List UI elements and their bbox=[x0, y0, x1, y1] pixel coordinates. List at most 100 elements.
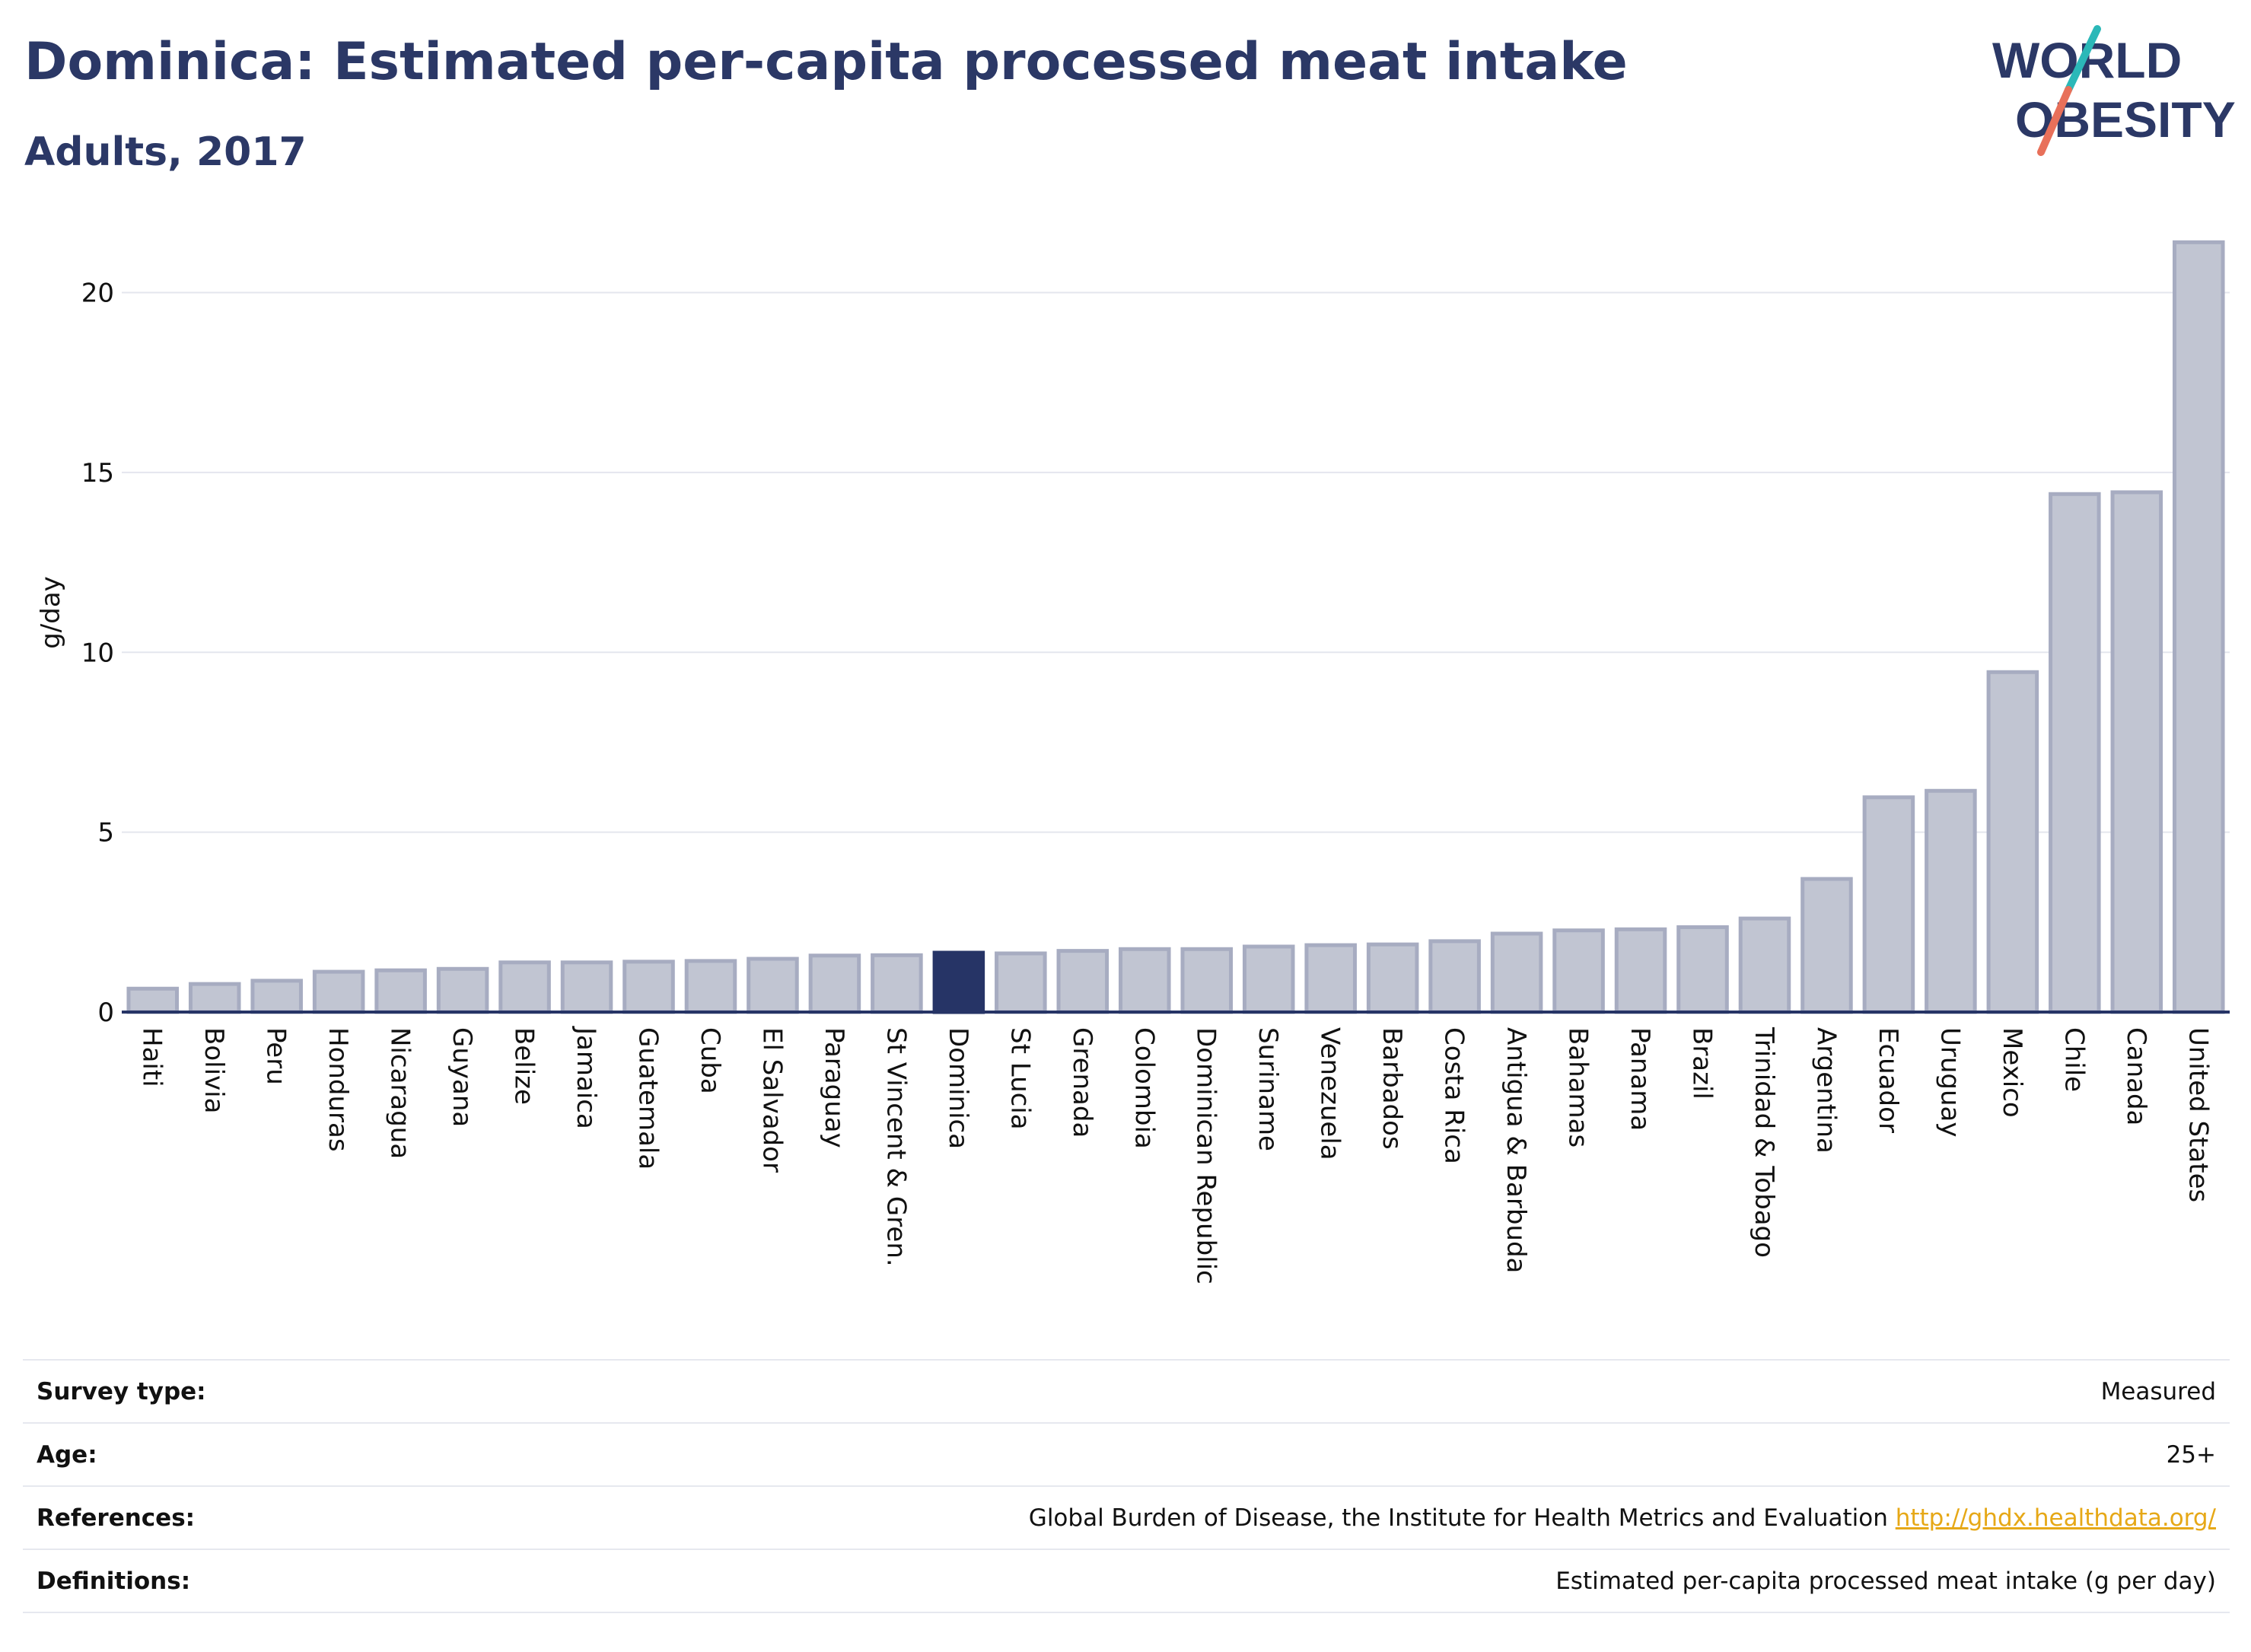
bar bbox=[747, 957, 799, 1014]
x-tick-label: Bahamas bbox=[1563, 1027, 1594, 1147]
info-table: Survey type: Measured Age: 25+ Reference… bbox=[23, 1359, 2230, 1613]
info-value: Measured bbox=[2100, 1377, 2216, 1405]
x-tick-label: Ecuador bbox=[1873, 1027, 1903, 1133]
bar bbox=[1428, 939, 1481, 1014]
x-tick-label: Belize bbox=[509, 1027, 540, 1105]
x-tick-label: Honduras bbox=[323, 1027, 353, 1152]
y-tick-label: 5 bbox=[97, 818, 114, 848]
x-tick-label: Guyana bbox=[447, 1027, 477, 1127]
bar bbox=[1614, 927, 1667, 1014]
bar-chart: 0 5 10 15 20 Haiti Bolivia Peru Honduras Nicarag… bbox=[36, 240, 2230, 1284]
y-tick-label: 10 bbox=[81, 638, 114, 668]
bar bbox=[1242, 944, 1295, 1014]
x-tick-label: Brazil bbox=[1687, 1027, 1718, 1100]
x-tick-label: Argentina bbox=[1810, 1027, 1841, 1154]
bar bbox=[1862, 795, 1915, 1014]
bar bbox=[1118, 947, 1171, 1014]
x-tick-label: Uruguay bbox=[1934, 1027, 1965, 1138]
bar bbox=[560, 960, 613, 1014]
bar bbox=[995, 951, 1047, 1014]
info-value: 25+ bbox=[2166, 1440, 2216, 1469]
x-tick-label: Suriname bbox=[1253, 1027, 1283, 1151]
info-value: Estimated per-capita processed meat inta… bbox=[1555, 1567, 2216, 1595]
bar bbox=[1676, 925, 1729, 1014]
bar bbox=[622, 960, 675, 1014]
y-tick-labels: 0 5 10 15 20 bbox=[81, 279, 114, 1028]
x-tick-labels: Haiti Bolivia Peru Honduras Nicaragua Guyana B… bbox=[137, 1026, 2214, 1284]
bars bbox=[126, 240, 2225, 1014]
x-tick-label: Grenada bbox=[1067, 1027, 1097, 1138]
bar bbox=[1986, 670, 2039, 1014]
x-tick-label: Paraguay bbox=[819, 1027, 849, 1148]
bar bbox=[2110, 490, 2163, 1014]
info-label: Age: bbox=[37, 1440, 97, 1469]
bar bbox=[436, 966, 489, 1014]
x-tick-label: Colombia bbox=[1129, 1027, 1159, 1149]
x-tick-label: Guatemala bbox=[633, 1027, 664, 1170]
x-tick-label: Jamaica bbox=[571, 1026, 601, 1129]
bar bbox=[1056, 949, 1110, 1014]
x-tick-label: Panama bbox=[1625, 1027, 1655, 1131]
bar bbox=[1738, 916, 1791, 1014]
grid-lines bbox=[122, 291, 2230, 833]
info-row-age: Age: 25+ bbox=[23, 1423, 2230, 1486]
bar bbox=[1552, 928, 1605, 1014]
bar bbox=[2172, 240, 2225, 1014]
x-tick-label: United States bbox=[2183, 1027, 2213, 1202]
info-row-references: References: Global Burden of Disease, th… bbox=[23, 1486, 2230, 1549]
bar bbox=[126, 986, 180, 1014]
info-value: Global Burden of Disease, the Institute … bbox=[330, 1486, 2230, 1549]
info-label: Survey type: bbox=[37, 1377, 206, 1405]
x-tick-label: Chile bbox=[2058, 1027, 2089, 1092]
info-row-definitions: Definitions: Estimated per-capita proces… bbox=[23, 1549, 2230, 1612]
bar bbox=[374, 968, 427, 1014]
bar bbox=[188, 982, 241, 1014]
bar bbox=[1490, 931, 1543, 1014]
x-tick-label: Dominica bbox=[943, 1027, 973, 1149]
x-tick-label: Nicaragua bbox=[385, 1027, 415, 1159]
x-tick-label: Canada bbox=[2121, 1027, 2151, 1125]
y-tick-label: 0 bbox=[97, 998, 114, 1028]
bar bbox=[250, 979, 303, 1014]
x-tick-label: Antigua & Barbuda bbox=[1501, 1027, 1531, 1273]
world-obesity-logo: WORLD OBESITY bbox=[1992, 25, 2236, 156]
x-tick-label: El Salvador bbox=[756, 1027, 787, 1173]
bar bbox=[1180, 947, 1234, 1014]
reference-text: Global Burden of Disease, the Institute … bbox=[1028, 1504, 1888, 1532]
logo-slash-top bbox=[2065, 25, 2101, 94]
bar bbox=[312, 969, 365, 1014]
x-tick-label: Bolivia bbox=[199, 1027, 229, 1113]
page-title: Dominica: Estimated per-capita processed… bbox=[24, 32, 1628, 92]
reference-link[interactable]: http://ghdx.healthdata.org/ bbox=[1895, 1504, 2216, 1532]
x-tick-label: Venezuela bbox=[1315, 1027, 1345, 1160]
bar-highlight bbox=[932, 950, 985, 1014]
x-tick-label: Dominican Republic bbox=[1191, 1027, 1221, 1284]
logo-slash-bottom bbox=[2037, 86, 2072, 156]
x-tick-label: St Lucia bbox=[1005, 1027, 1035, 1130]
x-tick-label: Peru bbox=[261, 1027, 291, 1085]
x-tick-label: Haiti bbox=[137, 1027, 167, 1087]
page-subtitle: Adults, 2017 bbox=[24, 129, 307, 175]
y-axis-label: g/day bbox=[36, 576, 66, 649]
bar bbox=[1925, 788, 1977, 1014]
x-tick-label: Costa Rica bbox=[1439, 1027, 1469, 1164]
x-tick-label: Trinidad & Tobago bbox=[1749, 1027, 1779, 1258]
info-row-survey-type: Survey type: Measured bbox=[23, 1360, 2230, 1423]
bar bbox=[498, 960, 551, 1014]
x-tick-label: St Vincent & Gren. bbox=[880, 1027, 911, 1267]
x-tick-label: Cuba bbox=[695, 1027, 725, 1094]
bar bbox=[1366, 942, 1419, 1014]
x-tick-label: Barbados bbox=[1377, 1027, 1407, 1150]
bar bbox=[684, 959, 737, 1014]
bar bbox=[871, 953, 923, 1014]
y-tick-label: 20 bbox=[81, 279, 114, 309]
bar bbox=[1800, 877, 1853, 1014]
bar bbox=[808, 953, 861, 1014]
x-tick-label: Mexico bbox=[1997, 1027, 2027, 1118]
bar bbox=[1304, 943, 1357, 1014]
logo-line1: WORLD bbox=[1992, 32, 2182, 88]
info-label: References: bbox=[37, 1504, 196, 1532]
info-label: Definitions: bbox=[37, 1567, 191, 1595]
bar bbox=[2049, 492, 2101, 1014]
y-tick-label: 15 bbox=[81, 458, 114, 489]
